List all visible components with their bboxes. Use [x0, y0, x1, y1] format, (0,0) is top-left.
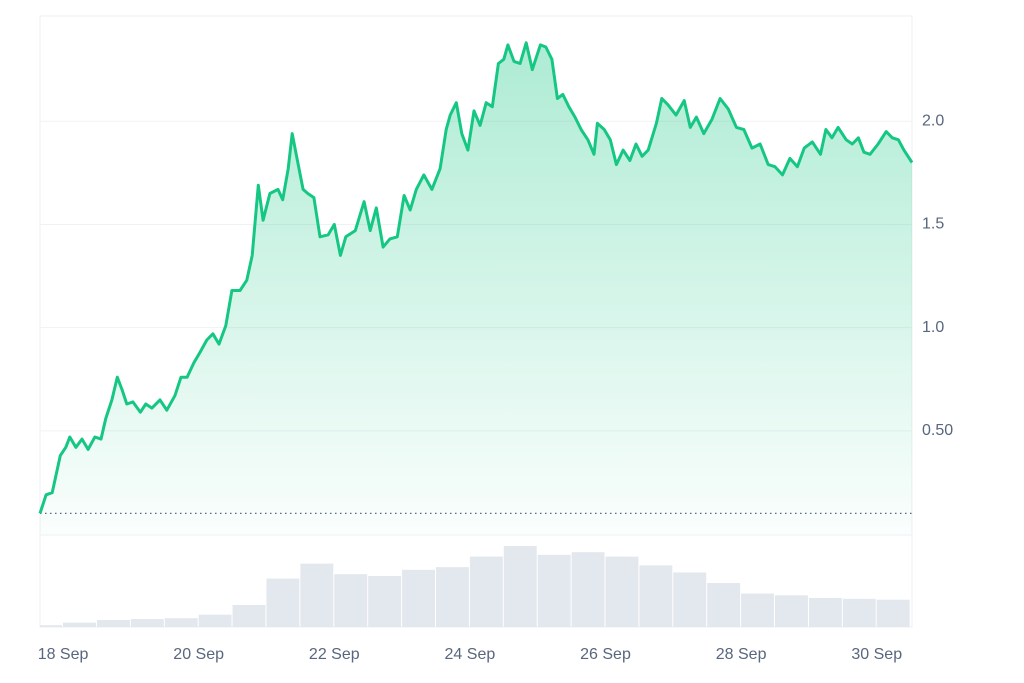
y-tick-label: 1.5 — [922, 216, 944, 233]
x-tick-label: 24 Sep — [445, 646, 496, 663]
x-tick-label: 18 Sep — [38, 646, 89, 663]
volume-bar — [707, 583, 741, 627]
x-tick-label: 22 Sep — [309, 646, 360, 663]
volume-bar — [96, 619, 130, 627]
volume-bar — [639, 565, 673, 627]
y-tick-label: 2.0 — [922, 112, 944, 129]
volume-bar — [232, 605, 266, 627]
volume-bar — [63, 622, 96, 627]
volume-bar — [571, 552, 605, 627]
volume-bar — [402, 569, 435, 627]
volume-bar — [775, 595, 808, 627]
volume-bar — [503, 546, 537, 627]
volume-bar — [334, 574, 368, 627]
volume-bar — [368, 575, 402, 627]
y-tick-label: 0.50 — [922, 422, 953, 439]
volume-bar — [469, 556, 503, 627]
volume-bar — [40, 625, 63, 627]
price-line — [38, 41, 914, 514]
volume-bar — [266, 578, 300, 627]
volume-bar — [673, 572, 707, 627]
volume-bar — [741, 593, 775, 627]
x-tick-label: 20 Sep — [173, 646, 224, 663]
volume-bar — [605, 556, 639, 627]
x-tick-label: 28 Sep — [716, 646, 767, 663]
volume-bar — [842, 598, 876, 627]
volume-bar — [198, 614, 232, 627]
volume-bar — [808, 597, 842, 627]
y-tick-label: 1.0 — [922, 319, 944, 336]
volume-bar — [876, 599, 910, 627]
x-tick-label: 26 Sep — [580, 646, 631, 663]
area-fill — [40, 42, 912, 535]
volume-bar — [130, 619, 164, 627]
volume-bar — [164, 618, 198, 627]
volume-bar — [300, 563, 334, 627]
x-tick-label: 30 Sep — [851, 646, 902, 663]
volume-bar — [537, 554, 571, 627]
volume-bar — [435, 567, 469, 627]
